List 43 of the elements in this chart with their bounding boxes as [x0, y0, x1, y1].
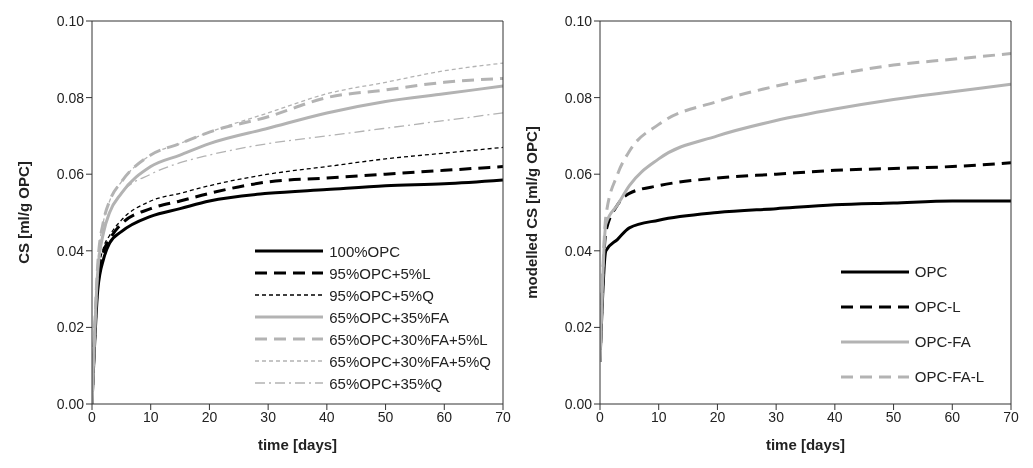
y-tick-label: 0.04: [56, 242, 85, 259]
x-tick-label: 10: [650, 408, 667, 425]
y-tick-label: 0.10: [56, 12, 85, 29]
x-tick-label: 0: [88, 408, 97, 425]
y-tick-label: 0.02: [56, 319, 85, 336]
legend-label: 95%OPC+5%L: [329, 264, 431, 282]
y-tick-label: 0.06: [56, 166, 85, 183]
x-tick-label: 0: [596, 408, 605, 425]
x-axis-title: time [days]: [257, 436, 338, 453]
y-tick-label: 0.10: [564, 12, 593, 29]
y-tick-label: 0.08: [56, 89, 85, 106]
legend-label: OPC-FA: [914, 333, 971, 350]
x-tick-label: 50: [377, 408, 394, 425]
legend-label: 95%OPC+5%Q: [329, 286, 434, 304]
x-tick-label: 60: [944, 408, 961, 425]
legend-label: 100%OPC: [329, 242, 401, 260]
x-tick-label: 30: [768, 408, 785, 425]
x-tick-label: 20: [709, 408, 726, 425]
x-tick-label: 60: [436, 408, 453, 425]
x-tick-label: 40: [827, 408, 843, 425]
y-tick-label: 0.00: [56, 395, 85, 412]
x-axis-title: time [days]: [765, 436, 846, 453]
legend-label: OPC-L: [914, 298, 961, 315]
y-axis-title: modelled CS [ml/g OPC]: [523, 126, 541, 299]
y-tick-label: 0.04: [564, 242, 593, 259]
x-tick-label: 70: [1003, 408, 1019, 425]
legend-label: OPC-FA-L: [914, 368, 984, 385]
x-tick-label: 40: [319, 408, 335, 425]
y-tick-label: 0.06: [564, 166, 593, 183]
y-tick-label: 0.02: [564, 319, 593, 336]
legend-label: 65%OPC+30%FA+5%L: [329, 330, 488, 348]
x-tick-label: 20: [201, 408, 218, 425]
x-tick-label: 10: [142, 408, 159, 425]
y-tick-label: 0.00: [564, 395, 593, 412]
x-tick-label: 70: [495, 408, 511, 425]
legend-label: 65%OPC+30%FA+5%Q: [329, 352, 491, 370]
y-tick-label: 0.08: [564, 89, 593, 106]
legend-label: 65%OPC+35%FA: [329, 308, 449, 326]
x-tick-label: 50: [885, 408, 902, 425]
legend-label: OPC: [914, 263, 948, 280]
legend-label: 65%OPC+35%Q: [329, 374, 443, 392]
x-tick-label: 30: [260, 408, 277, 425]
y-axis-title: CS [ml/g OPC]: [15, 161, 33, 264]
